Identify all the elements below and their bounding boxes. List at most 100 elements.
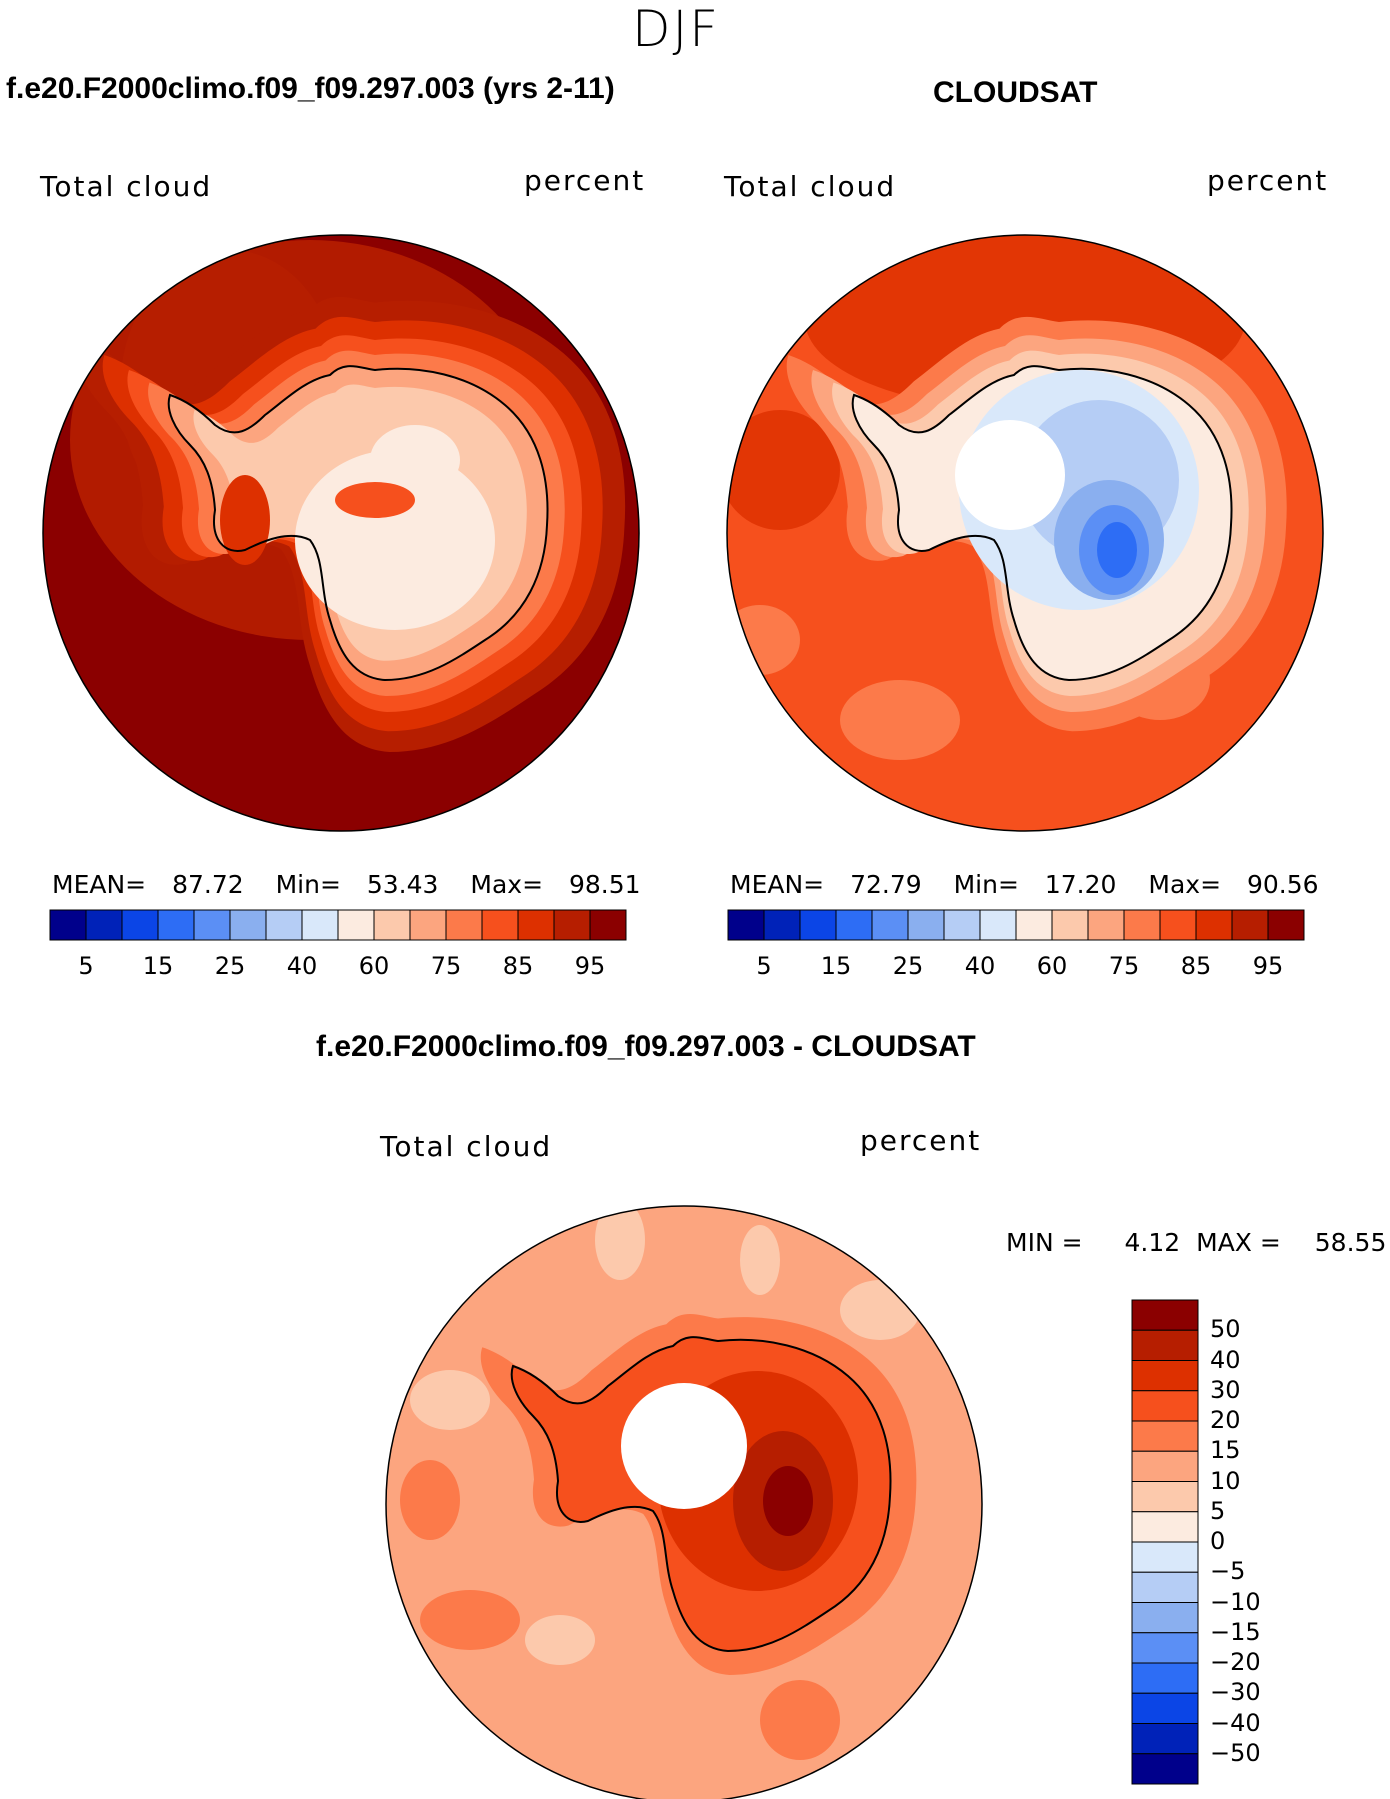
panel-2-colorbar-tick-label: 5 [756, 952, 772, 980]
panel-2-title: CLOUDSAT [933, 76, 1098, 109]
difference-colorbar-tick-label: 30 [1210, 1375, 1241, 1404]
panel-1-colorbar-tick-label: 40 [286, 952, 318, 980]
panel-2-max-label: Max= [1148, 870, 1222, 899]
panel-2-colorbar-tick-label: 95 [1252, 952, 1284, 980]
panel-2-colorbar-tick-label: 40 [964, 952, 996, 980]
panel-1-colorbar [49, 909, 627, 941]
difference-colorbar-swatch [1131, 1420, 1199, 1452]
panel-1-colorbar-swatch [337, 909, 375, 941]
panel-2-colorbar-tick-label: 25 [892, 952, 924, 980]
panel-2-colorbar-swatch [1231, 909, 1269, 941]
difference-colorbar-swatch [1131, 1692, 1199, 1724]
difference-colorbar-swatch [1131, 1662, 1199, 1694]
difference-colorbar-swatch [1131, 1632, 1199, 1664]
panel-1-colorbar-swatch [229, 909, 267, 941]
panel-1-mean-label: MEAN= [52, 870, 147, 899]
panel-1-variable: Total cloud [40, 170, 213, 203]
panel-2-colorbar-swatch [1159, 909, 1197, 941]
difference-colorbar-tick-label: 50 [1210, 1315, 1241, 1344]
panel-1-colorbar-swatch [373, 909, 411, 941]
difference-colorbar-tick-label: 0 [1210, 1527, 1226, 1555]
difference-title: f.e20.F2000climo.f09_f09.297.003 - CLOUD… [316, 1030, 976, 1063]
panel-1-colorbar-swatch [301, 909, 339, 941]
panel-2-colorbar [727, 909, 1305, 941]
panel-2-colorbar-swatch [835, 909, 873, 941]
panel-1-colorbar-swatch [193, 909, 231, 941]
panel-1-units: percent [524, 164, 646, 197]
difference-colorbar-tick-label: 5 [1210, 1496, 1226, 1525]
panel-2-colorbar-swatch [799, 909, 837, 941]
difference-colorbar-swatch [1131, 1299, 1199, 1331]
panel-2-map [727, 235, 1323, 831]
panel-1-colorbar-swatch [121, 909, 159, 941]
difference-units: percent [860, 1124, 982, 1157]
difference-map [386, 1206, 982, 1799]
difference-colorbar-tick-label: 40 [1210, 1345, 1241, 1374]
panel-1-stats: MEAN= 87.72 Min= 53.43 Max= 98.51 [52, 870, 641, 899]
difference-colorbar-tick-label: 20 [1210, 1406, 1241, 1434]
panel-2-colorbar-tick-label: 75 [1108, 952, 1140, 980]
panel-1-colorbar-swatch [553, 909, 591, 941]
panel-2-colorbar-swatch [1087, 909, 1125, 941]
difference-colorbar-tick-label: −50 [1210, 1738, 1261, 1767]
panel-1-min-label: Min= [275, 870, 341, 899]
panel-1-colorbar-swatch [157, 909, 195, 941]
panel-2-min-value: 17.20 [1044, 870, 1117, 899]
difference-colorbar-swatch [1131, 1390, 1199, 1422]
panel-1-max-value: 98.51 [569, 870, 641, 899]
panel-1-colorbar-tick-label: 85 [502, 952, 534, 980]
panel-2-colorbar-tick-label: 85 [1180, 952, 1212, 980]
difference-min-value: 4.12 [1124, 1228, 1181, 1257]
panel-2-colorbar-tick-label: 15 [820, 952, 852, 980]
difference-colorbar-tick-label: −20 [1210, 1648, 1261, 1676]
panel-2-colorbar-swatch [727, 909, 765, 941]
panel-1-title: f.e20.F2000climo.f09_f09.297.003 (yrs 2-… [6, 72, 615, 105]
panel-2-colorbar-swatch [1015, 909, 1053, 941]
panel-1-colorbar-swatch [589, 909, 627, 941]
panel-2-variable: Total cloud [724, 170, 897, 203]
panel-2-colorbar-swatch [1195, 909, 1233, 941]
difference-colorbar-swatch [1131, 1571, 1199, 1603]
panel-2-colorbar-swatch [1123, 909, 1161, 941]
panel-1-colorbar-tick-label: 75 [430, 952, 462, 980]
difference-colorbar [1131, 1299, 1199, 1785]
difference-colorbar-swatch [1131, 1450, 1199, 1482]
panel-1-colorbar-swatch [265, 909, 303, 941]
difference-colorbar-swatch [1131, 1360, 1199, 1392]
panel-1-colorbar-swatch [517, 909, 555, 941]
panel-1-colorbar-swatch [49, 909, 87, 941]
panel-2-mean-value: 72.79 [850, 870, 922, 899]
difference-colorbar-swatch [1131, 1723, 1199, 1755]
difference-min-label: MIN = [1006, 1228, 1083, 1257]
panel-1-colorbar-swatch [85, 909, 123, 941]
difference-max-label: MAX = [1196, 1228, 1281, 1257]
panel-2-colorbar-swatch [1267, 909, 1305, 941]
panel-2-units: percent [1207, 164, 1329, 197]
panel-2-colorbar-swatch [1051, 909, 1089, 941]
panel-1-colorbar-swatch [481, 909, 519, 941]
season-title: DJF [632, 0, 721, 58]
difference-colorbar-swatch [1131, 1481, 1199, 1513]
panel-2-min-label: Min= [953, 870, 1019, 899]
panel-2-colorbar-swatch [943, 909, 981, 941]
difference-colorbar-swatch [1131, 1329, 1199, 1361]
panel-1-colorbar-swatch [409, 909, 447, 941]
panel-1-colorbar-tick-label: 15 [142, 952, 174, 980]
panel-2-colorbar-tick-label: 60 [1036, 952, 1068, 980]
panel-1-colorbar-tick-label: 95 [574, 952, 606, 980]
difference-colorbar-swatch [1131, 1602, 1199, 1634]
difference-colorbar-tick-label: −5 [1210, 1557, 1246, 1586]
panel-1-colorbar-swatch [445, 909, 483, 941]
difference-colorbar-swatch [1131, 1511, 1199, 1543]
panel-2-max-value: 90.56 [1247, 870, 1319, 899]
difference-max-value: 58.55 [1314, 1228, 1387, 1257]
difference-colorbar-tick-label: 15 [1210, 1436, 1241, 1465]
panel-1-map [43, 235, 639, 831]
panel-2-colorbar-swatch [907, 909, 945, 941]
panel-1-map-border [42, 234, 640, 832]
difference-colorbar-tick-label: −40 [1210, 1708, 1261, 1737]
panel-1-colorbar-tick-label: 60 [358, 952, 390, 980]
panel-2-map-border [726, 234, 1324, 832]
difference-colorbar-tick-label: −30 [1210, 1678, 1261, 1707]
